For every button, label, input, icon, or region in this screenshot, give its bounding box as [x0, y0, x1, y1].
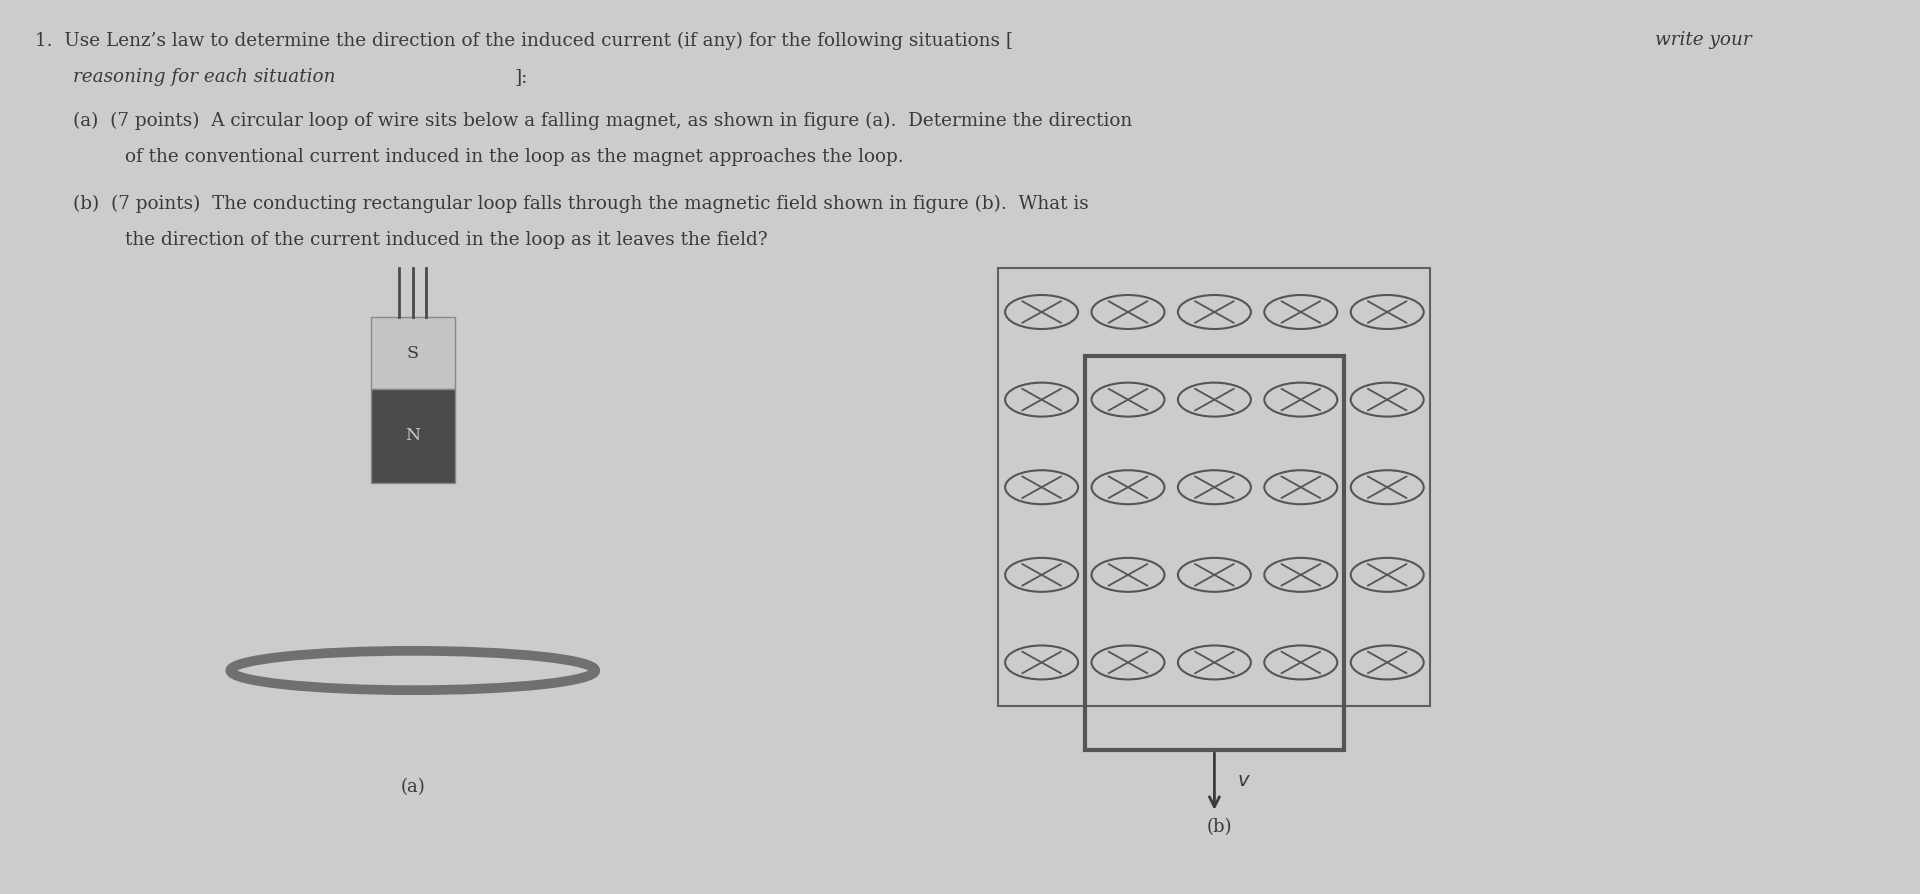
Text: $v$: $v$	[1238, 772, 1252, 790]
Text: 1.  Use Lenz’s law to determine the direction of the induced current (if any) fo: 1. Use Lenz’s law to determine the direc…	[35, 31, 1012, 49]
Text: ]:: ]:	[515, 68, 528, 86]
Polygon shape	[371, 389, 455, 483]
Text: (a): (a)	[401, 778, 424, 796]
Text: (b)  (7 points)  The conducting rectangular loop falls through the magnetic fiel: (b) (7 points) The conducting rectangula…	[73, 195, 1089, 213]
Text: of the conventional current induced in the loop as the magnet approaches the loo: of the conventional current induced in t…	[125, 148, 904, 165]
Text: N: N	[405, 427, 420, 444]
Text: (a)  (7 points)  A circular loop of wire sits below a falling magnet, as shown i: (a) (7 points) A circular loop of wire s…	[73, 112, 1133, 130]
Polygon shape	[371, 317, 455, 389]
Text: reasoning for each situation: reasoning for each situation	[73, 68, 336, 86]
Text: (b): (b)	[1206, 818, 1233, 836]
Text: write your: write your	[1655, 31, 1751, 49]
Text: the direction of the current induced in the loop as it leaves the field?: the direction of the current induced in …	[125, 231, 768, 249]
Text: S: S	[407, 344, 419, 362]
